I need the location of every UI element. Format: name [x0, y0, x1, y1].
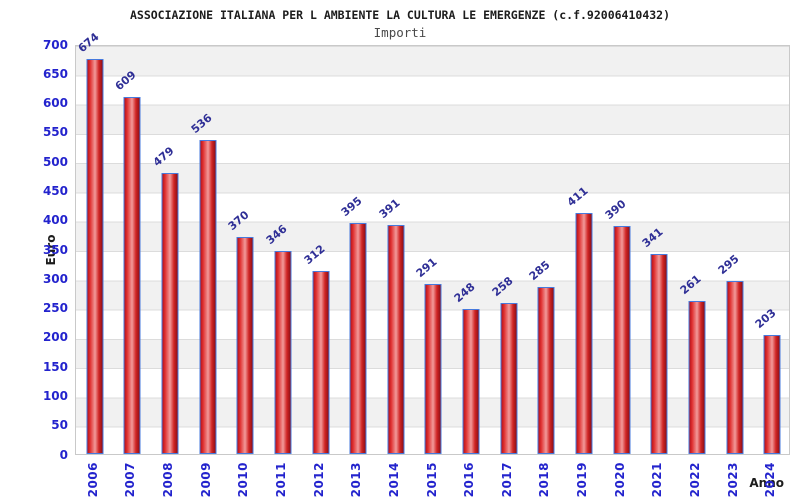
y-tick-label-150: 150 — [42, 359, 68, 374]
bar-2019 — [575, 213, 593, 454]
bar-slot-2009: 536 — [188, 46, 227, 454]
bar-value-label-2011: 346 — [263, 222, 290, 248]
bar-value-label-2010: 370 — [225, 208, 252, 234]
bar-value-label-2012: 312 — [301, 242, 328, 268]
x-tick-label-2024: 2024 — [763, 462, 778, 498]
x-tick-label-2007: 2007 — [123, 462, 138, 498]
x-tick-label-2010: 2010 — [236, 462, 251, 498]
x-tick-label-2017: 2017 — [499, 462, 514, 498]
bar-2013 — [349, 222, 367, 454]
bar-value-label-2019: 411 — [564, 184, 591, 210]
y-tick-label-100: 100 — [42, 388, 68, 403]
bar-2022 — [688, 301, 706, 454]
bar-2015 — [424, 283, 442, 454]
x-tick-label-2023: 2023 — [725, 462, 740, 498]
bar-2023 — [726, 281, 744, 454]
bar-value-label-2008: 479 — [150, 144, 177, 170]
bar-value-label-2015: 291 — [414, 254, 441, 280]
bar-value-label-2007: 609 — [113, 68, 140, 94]
y-tick-label-700: 700 — [42, 37, 68, 52]
bar-value-label-2024: 203 — [752, 306, 779, 332]
bar-value-label-2023: 295 — [715, 252, 742, 278]
bar-2016 — [462, 308, 480, 454]
bar-2018 — [537, 287, 555, 454]
bar-slot-2008: 479 — [151, 46, 189, 454]
bar-slot-2024: 203 — [753, 46, 791, 454]
bar-2011 — [274, 251, 292, 454]
x-tick-label-2014: 2014 — [386, 462, 401, 498]
x-tick-label-2021: 2021 — [650, 462, 665, 498]
y-tick-label-0: 0 — [59, 447, 68, 462]
bar-slot-2021: 341 — [640, 46, 678, 454]
y-tick-label-400: 400 — [42, 213, 68, 228]
y-tick-label-450: 450 — [42, 183, 68, 198]
y-tick-label-350: 350 — [42, 242, 68, 257]
x-tick-label-2013: 2013 — [349, 462, 364, 498]
bar-slot-2007: 609 — [113, 46, 152, 454]
bar-value-label-2022: 261 — [677, 272, 704, 298]
y-tick-label-500: 500 — [42, 154, 68, 169]
x-tick-label-2008: 2008 — [161, 462, 176, 498]
bar-slot-2006: 674 — [75, 31, 114, 454]
x-tick-label-2019: 2019 — [575, 462, 590, 498]
x-tick-label-2022: 2022 — [687, 462, 702, 498]
x-tick-label-2018: 2018 — [537, 462, 552, 498]
bar-2020 — [613, 225, 631, 454]
x-tick-label-2016: 2016 — [462, 462, 477, 498]
bar-value-label-2017: 258 — [489, 274, 516, 299]
x-tick-label-2011: 2011 — [273, 462, 288, 498]
y-tick-label-650: 650 — [42, 66, 68, 81]
x-tick-label-2020: 2020 — [612, 462, 627, 498]
bar-slot-2013: 395 — [339, 46, 377, 454]
bar-value-label-2009: 536 — [188, 111, 215, 137]
bar-slot-2022: 261 — [678, 46, 716, 454]
bar-2024 — [763, 335, 781, 454]
bar-slot-2018: 285 — [527, 46, 566, 454]
y-tick-label-250: 250 — [42, 301, 68, 316]
bar-2017 — [500, 302, 518, 454]
x-axis-title: Anno — [749, 476, 784, 490]
bar-slot-2010: 370 — [225, 46, 265, 454]
bar-slot-2019: 411 — [565, 46, 603, 454]
bar-slot-2016: 248 — [452, 46, 490, 454]
bar-2010 — [236, 237, 254, 454]
bar-value-label-2021: 341 — [639, 225, 666, 251]
x-tick-label-2015: 2015 — [424, 462, 439, 498]
y-tick-label-550: 550 — [42, 125, 68, 140]
bar-value-label-2013: 395 — [338, 193, 365, 219]
chart-title: ASSOCIAZIONE ITALIANA PER L AMBIENTE LA … — [129, 8, 671, 22]
bar-value-label-2020: 390 — [602, 196, 629, 222]
y-tick-label-200: 200 — [42, 330, 68, 345]
chart-subtitle: Importi — [373, 25, 427, 40]
bar-value-label-2016: 248 — [451, 280, 478, 305]
bar-2021 — [650, 254, 668, 454]
bar-value-label-2018: 285 — [527, 258, 553, 284]
bar-2008 — [161, 173, 179, 454]
bar-slot-2023: 295 — [715, 46, 754, 454]
x-tick-label-2012: 2012 — [311, 462, 326, 498]
y-tick-label-50: 50 — [51, 418, 68, 433]
bar-2007 — [123, 97, 141, 454]
x-tick-label-2006: 2006 — [85, 462, 100, 498]
y-tick-label-300: 300 — [42, 271, 68, 286]
plot-area: 674 609 479 536 370 346 312 395 391 291 248 258 285 4… — [75, 31, 791, 455]
bar-slot-2011: 346 — [264, 46, 302, 454]
bar-slot-2015: 291 — [414, 46, 453, 454]
bar-value-label-2014: 391 — [376, 196, 403, 221]
x-tick-label-2009: 2009 — [198, 462, 213, 498]
bar-slot-2020: 390 — [602, 46, 641, 454]
y-tick-label-600: 600 — [42, 96, 68, 111]
bar-slot-2017: 258 — [489, 46, 528, 454]
bar-slot-2012: 312 — [301, 46, 340, 454]
bar-2014 — [387, 225, 405, 454]
bar-slot-2014: 391 — [377, 46, 415, 454]
bar-2009 — [199, 140, 217, 454]
bar-2006 — [86, 59, 104, 454]
bar-2012 — [312, 271, 330, 454]
